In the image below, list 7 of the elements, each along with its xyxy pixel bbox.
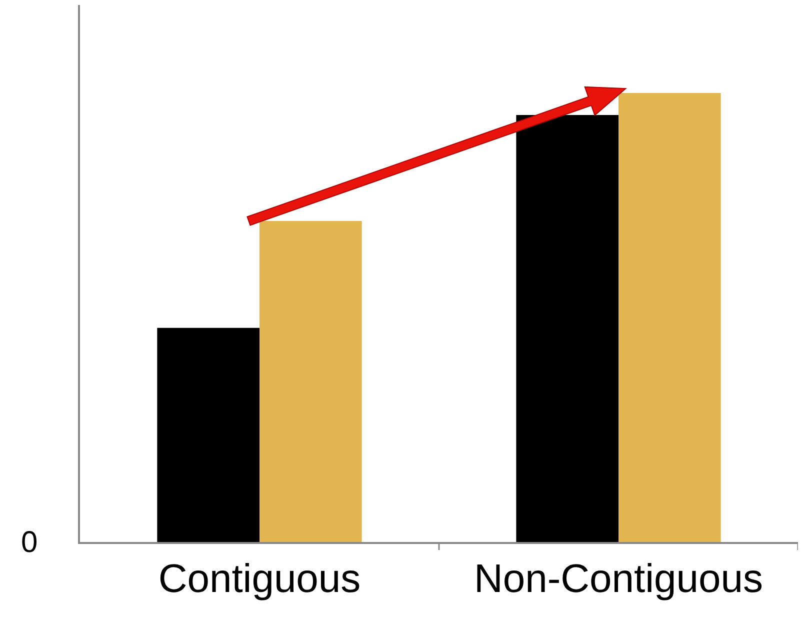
text: 0 xyxy=(21,526,38,559)
x-tick-label: Contiguous xyxy=(158,556,361,601)
bar xyxy=(260,220,362,542)
x-tick-label: Non-Contiguous xyxy=(474,556,764,601)
bar xyxy=(618,93,721,542)
bar xyxy=(516,115,618,542)
bar xyxy=(157,328,260,542)
